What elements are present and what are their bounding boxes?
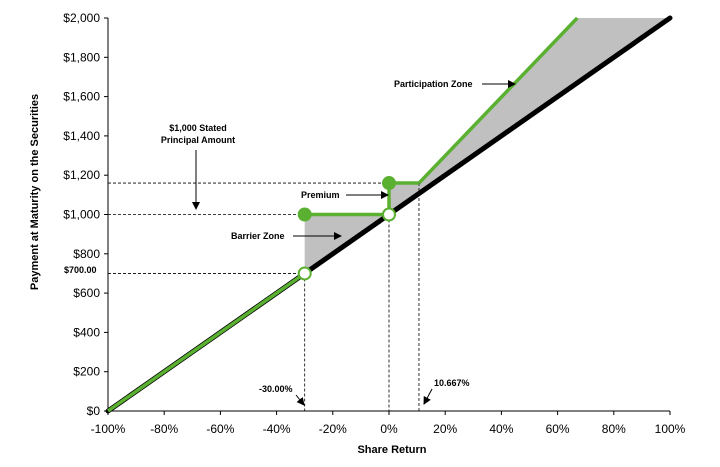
y-tick-label: $1,800	[63, 50, 100, 64]
barrier-pct-arrow	[295, 394, 305, 406]
annotation-participation-zone: Participation Zone	[394, 79, 473, 89]
x-tick-label: 100%	[655, 422, 686, 436]
annotation-barrier-value: $700.00	[64, 265, 97, 275]
x-tick-label: -60%	[206, 422, 234, 436]
markers-layer	[297, 176, 396, 281]
x-ticks: -100% -80% -60% -40% -20% 0% 20% 40% 60% 80% 100%	[91, 411, 686, 436]
annotation-threshold-pct: 10.667%	[434, 378, 470, 388]
y-tick-label: $2,000	[63, 11, 100, 25]
x-tick-label: 60%	[546, 422, 570, 436]
reference-lines-layer	[108, 182, 420, 411]
x-tick-label: 40%	[489, 422, 513, 436]
x-tick-label: -100%	[91, 422, 126, 436]
y-tick-label: $0	[87, 404, 101, 418]
y-tick-label: $400	[73, 325, 100, 339]
threshold-pct-arrow	[423, 388, 433, 405]
securities-payment-segment	[106, 272, 306, 413]
x-tick-label: 0%	[380, 422, 398, 436]
filled-marker	[297, 207, 312, 222]
securities-payment-segment	[417, 16, 579, 185]
y-tick-label: $1,200	[63, 168, 100, 182]
x-tick-label: 80%	[602, 422, 626, 436]
annotation-stated-principal-line1: $1,000 Stated	[169, 123, 227, 133]
x-tick-label: -40%	[263, 422, 291, 436]
open-marker	[297, 266, 312, 281]
x-axis-title: Share Return	[357, 444, 426, 456]
arrows-layer	[192, 80, 516, 406]
x-tick-label: 20%	[433, 422, 457, 436]
x-tick-label: -20%	[319, 422, 347, 436]
annotation-barrier-zone: Barrier Zone	[231, 231, 285, 241]
annotation-premium: Premium	[301, 190, 340, 200]
y-tick-label: $1,600	[63, 90, 100, 104]
y-tick-label: $600	[73, 286, 100, 300]
filled-marker	[382, 176, 396, 191]
y-tick-label: $200	[73, 365, 100, 379]
annotation-barrier-pct: -30.00%	[259, 384, 293, 394]
annotation-stated-principal-line2: Principal Amount	[161, 135, 235, 145]
y-ticks: $0 $200 $400 $600 $800 $1,000 $1,200 $1,400 $1,6…	[63, 11, 108, 418]
x-tick-label: -80%	[150, 422, 178, 436]
y-tick-label: $1,400	[63, 129, 100, 143]
y-axis-title: Payment at Maturity on the Securities	[29, 94, 41, 290]
y-tick-label: $1,000	[63, 208, 100, 222]
y-tick-label: $800	[73, 247, 100, 261]
open-marker	[382, 207, 396, 222]
